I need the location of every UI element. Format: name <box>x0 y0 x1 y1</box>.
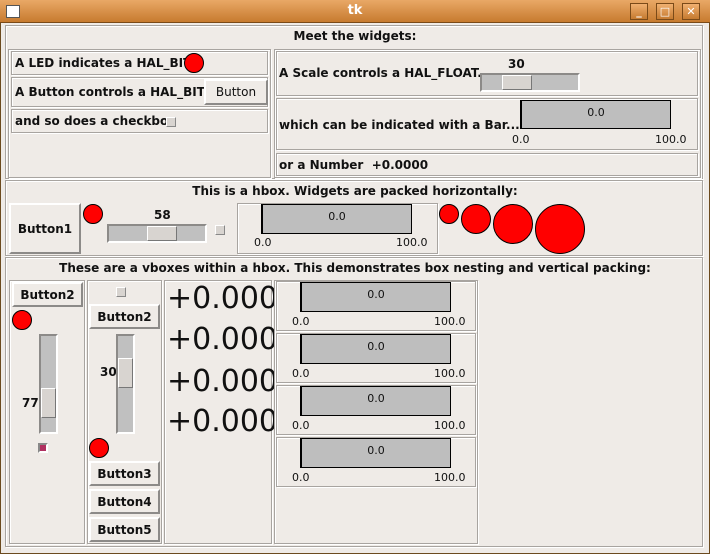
vbox-col4 <box>274 280 478 544</box>
col1-scale-value: 77 <box>22 396 39 410</box>
led-medium <box>461 204 491 234</box>
scale-row <box>276 51 698 96</box>
col2-vscale-slider[interactable] <box>118 358 133 388</box>
top-frame <box>5 25 703 179</box>
vbox-bar-max: 100.0 <box>434 471 466 484</box>
vbox-col1 <box>9 280 85 544</box>
bar-row <box>276 333 476 383</box>
bar-row <box>276 98 698 150</box>
checkbox-label: and so does a checkbox <box>15 114 177 128</box>
vbox-bar-min: 0.0 <box>292 471 310 484</box>
led-label: A LED indicates a HAL_BIT: <box>15 56 196 70</box>
hbox-scale-trough[interactable] <box>107 224 207 243</box>
right-frame <box>274 49 701 178</box>
hbox-frame <box>5 180 703 256</box>
close-button[interactable]: ✕ <box>682 3 700 20</box>
button-label: A Button controls a HAL_BIT... <box>15 85 217 99</box>
hbox-bar: 0.0 <box>261 204 412 234</box>
maximize-button[interactable]: □ <box>656 3 674 20</box>
window-title: tk <box>347 3 363 18</box>
col2-checkbox[interactable] <box>116 287 126 297</box>
heading-meet-widgets: Meet the widgets: <box>293 29 417 43</box>
vbox-bar: 0.0 <box>300 334 451 364</box>
number-display: +0.000 <box>167 281 279 316</box>
hbox-led <box>83 204 103 224</box>
col1-button2[interactable]: Button2 <box>12 282 83 307</box>
col1-led <box>12 310 32 330</box>
led-xlarge <box>535 204 585 254</box>
button3[interactable]: Button3 <box>89 461 160 486</box>
minimize-button[interactable]: _ <box>630 3 648 20</box>
scale-label: A Scale controls a HAL_FLOAT... <box>279 66 491 80</box>
heading-hbox: This is a hbox. Widgets are packed horiz… <box>192 184 518 198</box>
button4[interactable]: Button4 <box>89 489 160 514</box>
title-bar[interactable]: tk _ □ ✕ <box>0 0 710 23</box>
bar-indicator: 0.0 <box>520 100 671 129</box>
hbox-checkbox[interactable] <box>215 225 225 235</box>
number-label: or a Number +0.0000 <box>279 158 428 172</box>
vbox-bar-min: 0.0 <box>292 315 310 328</box>
vbox-bar: 0.0 <box>300 282 451 312</box>
vbox-bar-max: 100.0 <box>434 367 466 380</box>
number-value: +0.0000 <box>371 158 429 172</box>
bar-label: which can be indicated with a Bar... <box>279 118 520 132</box>
col1-vscale-slider[interactable] <box>41 388 56 418</box>
hbox-bar-min: 0.0 <box>254 236 272 249</box>
bar-row <box>276 385 476 435</box>
col1-vscale-trough[interactable] <box>39 334 58 434</box>
left-frame <box>8 49 271 178</box>
vbox-col2 <box>87 280 162 544</box>
checkbox[interactable] <box>166 117 176 127</box>
led-large <box>493 204 533 244</box>
scale-slider[interactable] <box>502 75 532 90</box>
col2-scale-value: 30 <box>100 365 117 379</box>
bar-min: 0.0 <box>512 133 530 146</box>
scale-value: 30 <box>508 57 525 71</box>
led-indicator <box>184 53 204 73</box>
bar-row <box>276 437 476 487</box>
button1[interactable]: Button1 <box>9 203 81 254</box>
hbox-bar-frame <box>237 203 438 254</box>
button5[interactable]: Button5 <box>89 517 160 542</box>
vbox-bar: 0.0 <box>300 438 451 468</box>
window-menu-icon[interactable] <box>6 5 20 18</box>
hbox-scale-value: 58 <box>154 208 171 222</box>
vbox-frame <box>5 257 703 547</box>
vbox-bar: 0.0 <box>300 386 451 416</box>
hbox-scale-slider[interactable] <box>147 226 177 241</box>
number-row <box>276 153 698 176</box>
led-small <box>439 204 459 224</box>
vbox-bar-min: 0.0 <box>292 367 310 380</box>
bar-row <box>276 281 476 331</box>
led-row <box>11 51 268 75</box>
number-display: +0.000 <box>167 404 279 439</box>
checkbox-row <box>11 109 268 133</box>
vbox-bar-min: 0.0 <box>292 419 310 432</box>
number-label-text: or a Number <box>279 158 364 172</box>
number-display: +0.000 <box>167 364 279 399</box>
hbox-bar-max: 100.0 <box>396 236 428 249</box>
vbox-bar-max: 100.0 <box>434 315 466 328</box>
vbox-col3 <box>164 280 272 544</box>
col2-led <box>89 438 109 458</box>
heading-vbox: These are a vboxes within a hbox. This d… <box>59 261 651 275</box>
hal-button[interactable]: Button <box>204 79 268 105</box>
number-display: +0.000 <box>167 322 279 357</box>
col2-button2[interactable]: Button2 <box>89 304 160 329</box>
vbox-bar-max: 100.0 <box>434 419 466 432</box>
col1-checkbox-checked[interactable] <box>38 443 48 453</box>
bar-max: 100.0 <box>655 133 687 146</box>
scale-trough[interactable] <box>480 73 580 92</box>
col2-vscale-trough[interactable] <box>116 334 135 434</box>
